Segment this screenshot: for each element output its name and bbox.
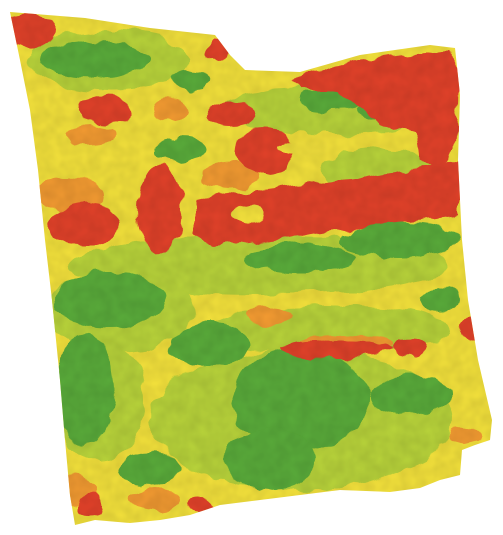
zone-red xyxy=(35,325,55,345)
